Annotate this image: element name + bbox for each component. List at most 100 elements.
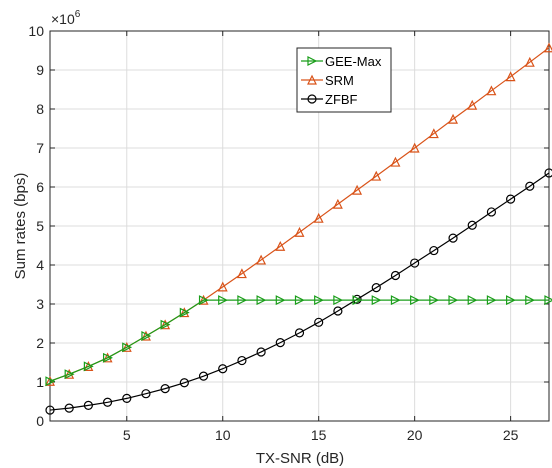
data-point: [141, 331, 152, 341]
data-point: [45, 405, 55, 415]
data-point: [544, 295, 552, 306]
data-point: [294, 226, 305, 237]
grid: [50, 30, 549, 422]
y-axis-label: Sum rates (bps): [12, 173, 29, 280]
x-tick-label: 5: [123, 427, 131, 443]
data-point: [275, 338, 285, 348]
data-point: [45, 376, 56, 387]
data-point: [410, 258, 420, 268]
y-tick-label: 8: [36, 101, 44, 117]
data-point: [525, 181, 535, 191]
data-point: [390, 295, 401, 306]
x-tick-label: 15: [311, 427, 327, 443]
data-point: [198, 295, 209, 306]
data-point: [236, 268, 247, 279]
y-tick-label: 9: [36, 62, 44, 78]
data-point: [83, 361, 94, 371]
legend-label: ZFBF: [325, 92, 358, 107]
data-point: [256, 347, 266, 357]
data-point: [429, 295, 440, 306]
data-point: [410, 295, 420, 306]
series-gee-max: [45, 295, 552, 387]
y-tick-label: 1: [36, 374, 44, 390]
data-point: [217, 281, 228, 292]
y-tick-label: 4: [36, 257, 44, 273]
series-layer: [45, 42, 552, 415]
data-point: [390, 156, 401, 167]
legend-label: SRM: [325, 73, 354, 88]
y-tick-label: 0: [36, 413, 44, 429]
data-point: [314, 317, 324, 327]
y-tick-labels: 0 1 2 3 4 5 6 7 8 9 10: [28, 23, 44, 429]
data-point: [218, 364, 228, 374]
data-point: [256, 254, 267, 265]
data-point: [64, 368, 75, 379]
data-point: [121, 341, 132, 352]
data-point: [544, 42, 552, 53]
data-point: [352, 295, 363, 306]
data-point: [409, 142, 420, 153]
data-point: [275, 240, 286, 251]
x-axis-label: TX-SNR (dB): [256, 450, 344, 467]
data-point: [313, 212, 324, 223]
data-point: [428, 128, 439, 139]
data-point: [486, 85, 497, 96]
y-tick-label: 5: [36, 218, 44, 234]
data-point: [198, 371, 209, 381]
data-point: [102, 397, 113, 407]
data-point: [141, 389, 151, 399]
data-point: [160, 384, 170, 394]
data-point: [525, 295, 536, 306]
data-point: [294, 328, 305, 338]
data-point: [371, 170, 382, 181]
data-point: [102, 352, 113, 363]
legend-label: GEE-Max: [325, 54, 382, 69]
x-tick-label: 25: [503, 427, 519, 443]
data-point: [448, 233, 458, 243]
data-point: [64, 369, 75, 380]
data-point: [140, 330, 151, 341]
series-line: [49, 299, 549, 382]
legend-marker: [307, 56, 318, 66]
y-tick-label: 10: [28, 23, 44, 39]
data-point: [122, 342, 133, 353]
y-tick-label: 7: [36, 140, 44, 156]
data-point: [237, 355, 247, 366]
data-point: [352, 184, 363, 195]
y-tick-label: 2: [36, 335, 44, 351]
data-point: [179, 307, 190, 318]
data-point: [83, 400, 93, 410]
data-point: [332, 198, 343, 209]
legend-marker: [307, 74, 317, 85]
data-point: [160, 319, 171, 330]
data-point: [333, 306, 343, 316]
legend-marker: [307, 94, 317, 104]
data-point: [102, 352, 113, 363]
data-point: [122, 393, 132, 403]
series-zfbf: [45, 168, 552, 415]
data-point: [467, 220, 477, 230]
data-point: [486, 295, 497, 306]
data-point: [45, 375, 55, 386]
data-point: [448, 295, 459, 306]
data-point: [256, 295, 267, 306]
data-point: [544, 168, 552, 178]
data-point: [314, 295, 325, 306]
data-point: [179, 307, 190, 318]
data-point: [505, 71, 516, 82]
data-point: [506, 194, 516, 204]
y-tick-label: 3: [36, 296, 44, 312]
data-point: [83, 361, 94, 372]
data-point: [160, 319, 171, 330]
series-line: [49, 172, 550, 411]
data-point: [294, 295, 305, 306]
y-tick-label: 6: [36, 179, 44, 195]
data-point: [429, 245, 439, 256]
legend: GEE-Max SRM ZFBF: [296, 47, 392, 113]
plot-area: [49, 30, 550, 422]
x-tick-label: 20: [407, 427, 423, 443]
data-point: [64, 403, 74, 413]
data-point: [486, 207, 497, 217]
y-exponent-label: ×106: [51, 9, 81, 27]
